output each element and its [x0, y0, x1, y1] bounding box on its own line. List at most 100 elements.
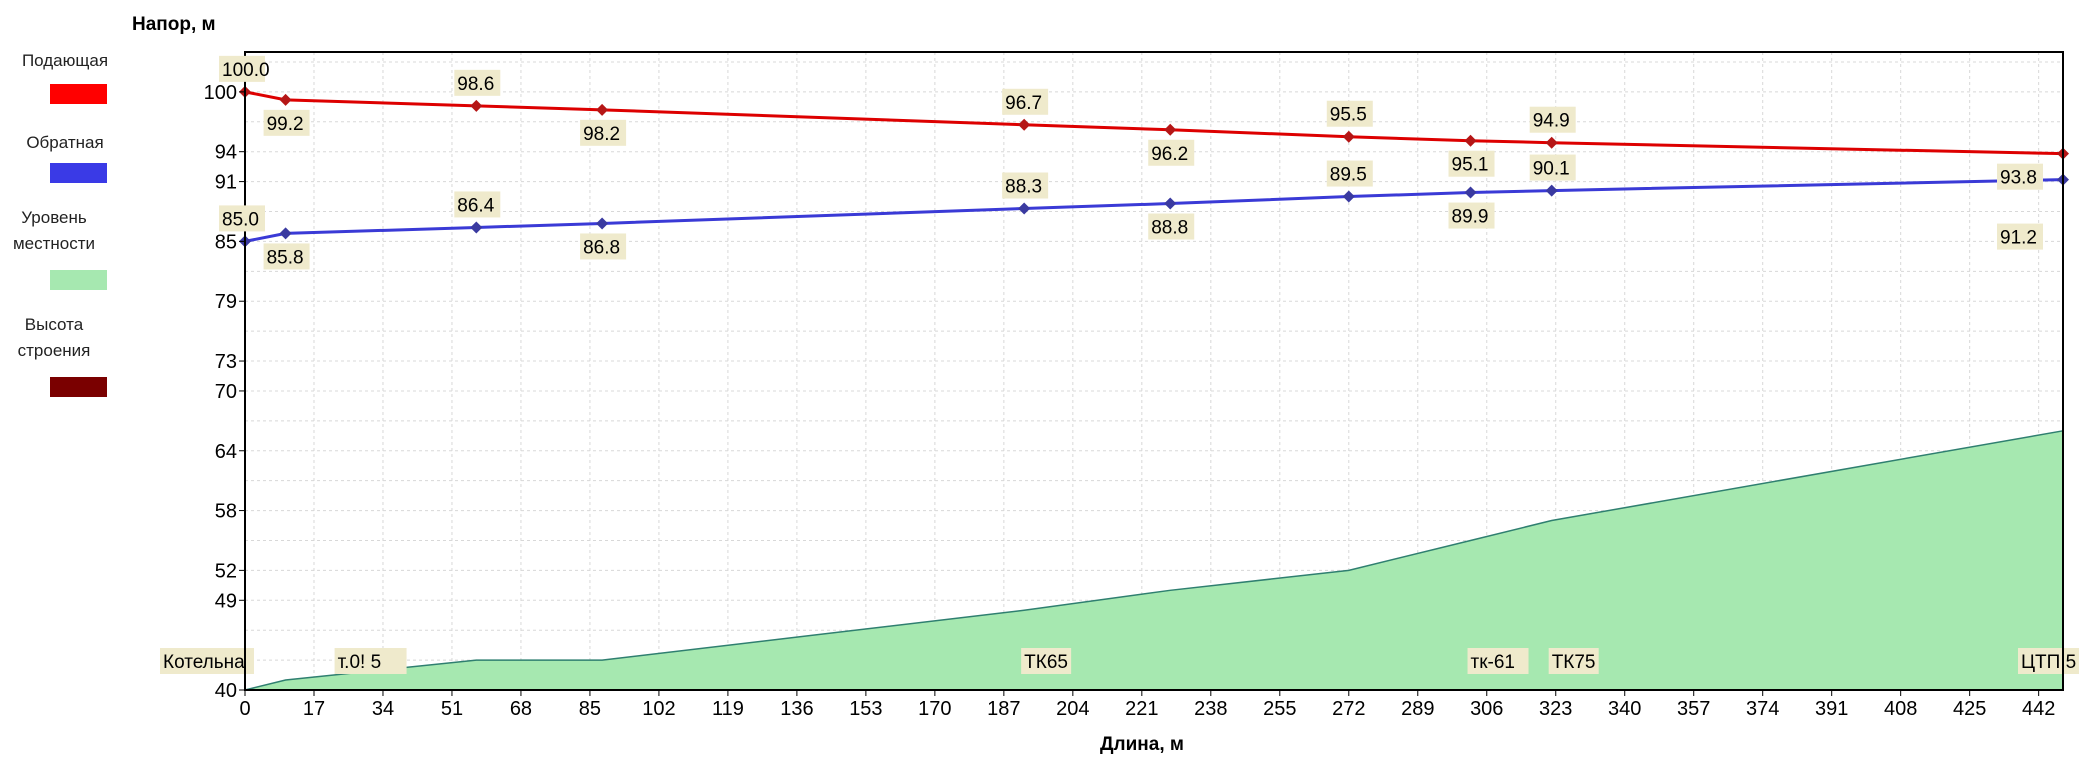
data-label-box — [1997, 223, 2043, 250]
node-label-1: т.0! 5 — [338, 652, 382, 673]
data-label-box — [1997, 163, 2043, 190]
y-tick-label: 73 — [215, 351, 237, 373]
x-tick-label: 34 — [372, 698, 394, 720]
node-label-box — [334, 648, 407, 674]
data-label: 89.5 — [1330, 165, 1367, 186]
data-label-box — [263, 243, 310, 270]
y-tick-label: 94 — [215, 142, 237, 164]
data-label: 96.2 — [1151, 144, 1188, 165]
data-label-box — [1529, 154, 1576, 181]
data-label: 96.7 — [1005, 93, 1042, 114]
x-tick-label: 17 — [303, 698, 325, 720]
legend-swatch-building — [50, 377, 107, 397]
y-tick-label: 91 — [215, 172, 237, 194]
data-label: 94.9 — [1533, 111, 1570, 132]
data-label: 91.2 — [2000, 228, 2037, 249]
legend-label-return: Обратная — [26, 133, 104, 152]
x-tick-label: 306 — [1470, 698, 1503, 720]
data-label: 88.3 — [1005, 177, 1042, 198]
data-label-box — [1002, 88, 1049, 115]
data-label-box — [1529, 106, 1576, 133]
x-tick-label: 340 — [1608, 698, 1641, 720]
data-label-box — [1326, 100, 1373, 127]
y-tick-label: 52 — [215, 560, 237, 582]
node-label-box — [1548, 648, 1599, 674]
x-tick-label: 0 — [239, 698, 250, 720]
x-tick-label: 187 — [987, 698, 1020, 720]
series-lines — [239, 85, 2069, 248]
series-point — [1464, 134, 1477, 147]
data-label: 95.5 — [1330, 105, 1367, 126]
data-label-box — [580, 233, 627, 260]
series-point — [1018, 118, 1031, 131]
x-tick-label: 255 — [1263, 698, 1296, 720]
series-point — [1164, 197, 1177, 210]
node-label-box — [1021, 648, 1072, 674]
x-tick-label: 221 — [1125, 698, 1158, 720]
node-label-3: тк-61 — [1471, 652, 1515, 673]
legend-swatch-return — [50, 163, 107, 183]
data-label: 86.8 — [583, 237, 620, 258]
data-label-box — [219, 205, 265, 232]
data-label: 93.8 — [2000, 168, 2037, 189]
x-tick-label: 391 — [1815, 698, 1848, 720]
x-tick-label: 119 — [712, 698, 744, 720]
x-tick-label: 102 — [642, 698, 675, 720]
legend-label-building: Высота строения — [17, 315, 91, 360]
x-tick-label: 272 — [1332, 698, 1365, 720]
series-point — [1464, 186, 1477, 199]
node-label-2: ТК65 — [1024, 652, 1068, 673]
terrain-fill — [245, 430, 2063, 690]
data-label: 95.1 — [1452, 155, 1489, 176]
series-point — [1545, 136, 1558, 149]
axes: 0 17 34 51 68 85 102 119 136 153 170 187 204 221 238 25… — [204, 51, 2064, 720]
x-tick-label: 374 — [1746, 698, 1779, 720]
data-label: 100.0 — [222, 60, 270, 81]
x-tick-label: 425 — [1953, 698, 1986, 720]
x-tick-label: 68 — [510, 698, 532, 720]
data-label-box — [1448, 150, 1495, 177]
y-tick-label: 49 — [215, 590, 237, 612]
node-label-5: ЦТП 5 — [2021, 652, 2076, 673]
plot-frame — [244, 51, 2064, 691]
data-label: 88.8 — [1151, 218, 1188, 239]
x-tick-label: 204 — [1056, 698, 1089, 720]
series-point — [470, 99, 483, 112]
y-tick-label: 70 — [215, 381, 237, 403]
legend-label-terrain: Уровень местности — [12, 208, 96, 253]
legend-swatch-terrain — [50, 270, 107, 290]
data-label: 98.6 — [457, 74, 494, 95]
x-tick-label: 323 — [1539, 698, 1572, 720]
data-label-box — [1002, 172, 1049, 199]
x-tick-label: 85 — [579, 698, 601, 720]
series-line-0 — [244, 90, 2064, 156]
y-tick-label: 79 — [215, 291, 237, 313]
node-label-0: Котельна — [163, 652, 245, 673]
series-line-1 — [244, 178, 2064, 243]
x-tick-label: 170 — [918, 698, 951, 720]
node-label-box — [2018, 648, 2079, 674]
data-label: 98.2 — [583, 124, 620, 145]
series-point — [470, 221, 483, 234]
series-point — [1545, 184, 1558, 197]
series-point — [1342, 130, 1355, 143]
x-tick-label: 51 — [441, 698, 463, 720]
series-point — [596, 217, 609, 230]
data-label: 90.1 — [1533, 159, 1570, 180]
series-point — [279, 93, 292, 106]
data-label-box — [580, 119, 627, 146]
data-label-box — [454, 69, 501, 96]
series-point — [1018, 202, 1031, 215]
series-point — [596, 103, 609, 116]
data-label: 85.8 — [267, 247, 304, 268]
x-tick-label: 153 — [849, 698, 882, 720]
data-label: 99.2 — [267, 114, 304, 135]
data-label: 89.9 — [1452, 207, 1489, 228]
node-labels: Котельна т.0! 5 ТК65 тк-61 ТК75 ЦТП 5 — [160, 648, 2079, 674]
node-label-box — [1467, 648, 1529, 674]
y-tick-label: 85 — [215, 231, 237, 253]
legend-swatch-supply — [50, 84, 107, 104]
node-label-box — [160, 648, 254, 674]
x-tick-label: 357 — [1677, 698, 1710, 720]
series-point — [279, 227, 292, 240]
